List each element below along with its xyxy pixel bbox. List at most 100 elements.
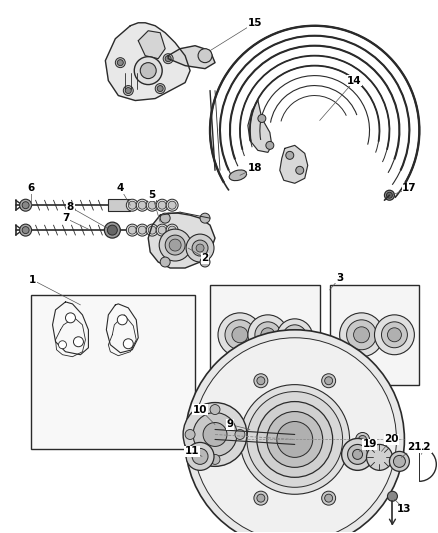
Circle shape [124, 86, 133, 95]
Circle shape [117, 315, 127, 325]
Circle shape [134, 56, 162, 85]
Circle shape [325, 377, 332, 385]
Circle shape [235, 430, 245, 439]
Text: 2: 2 [201, 253, 208, 263]
Text: 19: 19 [362, 439, 377, 449]
Text: 1: 1 [29, 275, 36, 285]
Text: 9: 9 [226, 419, 233, 430]
Circle shape [240, 385, 350, 494]
Circle shape [59, 341, 67, 349]
Circle shape [22, 201, 29, 209]
Circle shape [107, 225, 117, 235]
Circle shape [169, 239, 181, 251]
Circle shape [126, 224, 138, 236]
Circle shape [218, 313, 262, 357]
Text: 10: 10 [193, 405, 207, 415]
Text: 18: 18 [247, 163, 262, 173]
Text: 15: 15 [247, 18, 262, 28]
Polygon shape [148, 213, 215, 268]
Text: 6: 6 [27, 183, 34, 193]
Circle shape [339, 313, 384, 357]
Circle shape [146, 224, 158, 236]
Circle shape [210, 405, 220, 415]
Circle shape [185, 430, 195, 439]
Circle shape [220, 432, 234, 447]
Circle shape [200, 257, 210, 267]
Circle shape [158, 226, 166, 234]
Circle shape [325, 494, 332, 502]
Circle shape [124, 339, 133, 349]
Circle shape [223, 435, 231, 443]
Text: 5: 5 [148, 190, 156, 200]
Circle shape [267, 411, 323, 467]
Circle shape [183, 402, 247, 466]
Circle shape [192, 448, 208, 464]
Polygon shape [280, 146, 308, 183]
Text: 3: 3 [336, 273, 343, 283]
Circle shape [388, 328, 401, 342]
Circle shape [74, 337, 83, 347]
Circle shape [232, 327, 248, 343]
Circle shape [367, 445, 392, 470]
Polygon shape [168, 46, 215, 69]
Bar [108, 199, 130, 211]
Circle shape [388, 491, 397, 501]
Circle shape [374, 315, 414, 355]
Text: 4: 4 [117, 183, 124, 193]
Circle shape [156, 224, 168, 236]
Polygon shape [106, 304, 138, 353]
Circle shape [126, 199, 138, 211]
Circle shape [248, 315, 288, 355]
Text: 13: 13 [397, 504, 412, 514]
Polygon shape [108, 315, 136, 356]
Ellipse shape [229, 170, 247, 181]
Circle shape [22, 227, 29, 233]
Circle shape [104, 222, 120, 238]
Circle shape [165, 55, 171, 62]
Circle shape [136, 199, 148, 211]
Circle shape [289, 331, 301, 343]
Circle shape [353, 449, 363, 459]
Circle shape [115, 58, 125, 68]
Text: 21: 21 [407, 442, 422, 453]
Circle shape [198, 49, 212, 63]
Polygon shape [53, 302, 88, 355]
Circle shape [138, 201, 146, 209]
Circle shape [225, 320, 255, 350]
Circle shape [346, 320, 377, 350]
Circle shape [148, 201, 156, 209]
Circle shape [186, 234, 214, 262]
Circle shape [283, 325, 307, 349]
Circle shape [20, 199, 32, 211]
Circle shape [140, 63, 156, 78]
Circle shape [247, 392, 343, 487]
Circle shape [254, 491, 268, 505]
Text: 17: 17 [402, 183, 417, 193]
Polygon shape [138, 31, 165, 59]
Circle shape [266, 141, 274, 149]
Text: 7: 7 [62, 213, 69, 223]
Circle shape [381, 322, 407, 348]
Circle shape [160, 257, 170, 267]
Circle shape [348, 445, 367, 464]
Text: 12: 12 [417, 442, 431, 453]
Circle shape [386, 192, 392, 198]
Circle shape [342, 439, 374, 470]
Circle shape [210, 455, 220, 464]
Text: 8: 8 [67, 202, 74, 212]
Circle shape [166, 224, 178, 236]
Polygon shape [106, 23, 190, 101]
Circle shape [277, 422, 313, 457]
Bar [330, 285, 419, 385]
Polygon shape [248, 101, 272, 152]
Circle shape [254, 374, 268, 387]
Circle shape [66, 313, 75, 323]
Circle shape [186, 442, 214, 470]
Circle shape [203, 423, 227, 447]
Circle shape [255, 322, 281, 348]
Circle shape [166, 199, 178, 211]
Circle shape [155, 84, 165, 94]
Circle shape [168, 201, 176, 209]
Circle shape [163, 54, 173, 63]
Circle shape [277, 319, 313, 355]
